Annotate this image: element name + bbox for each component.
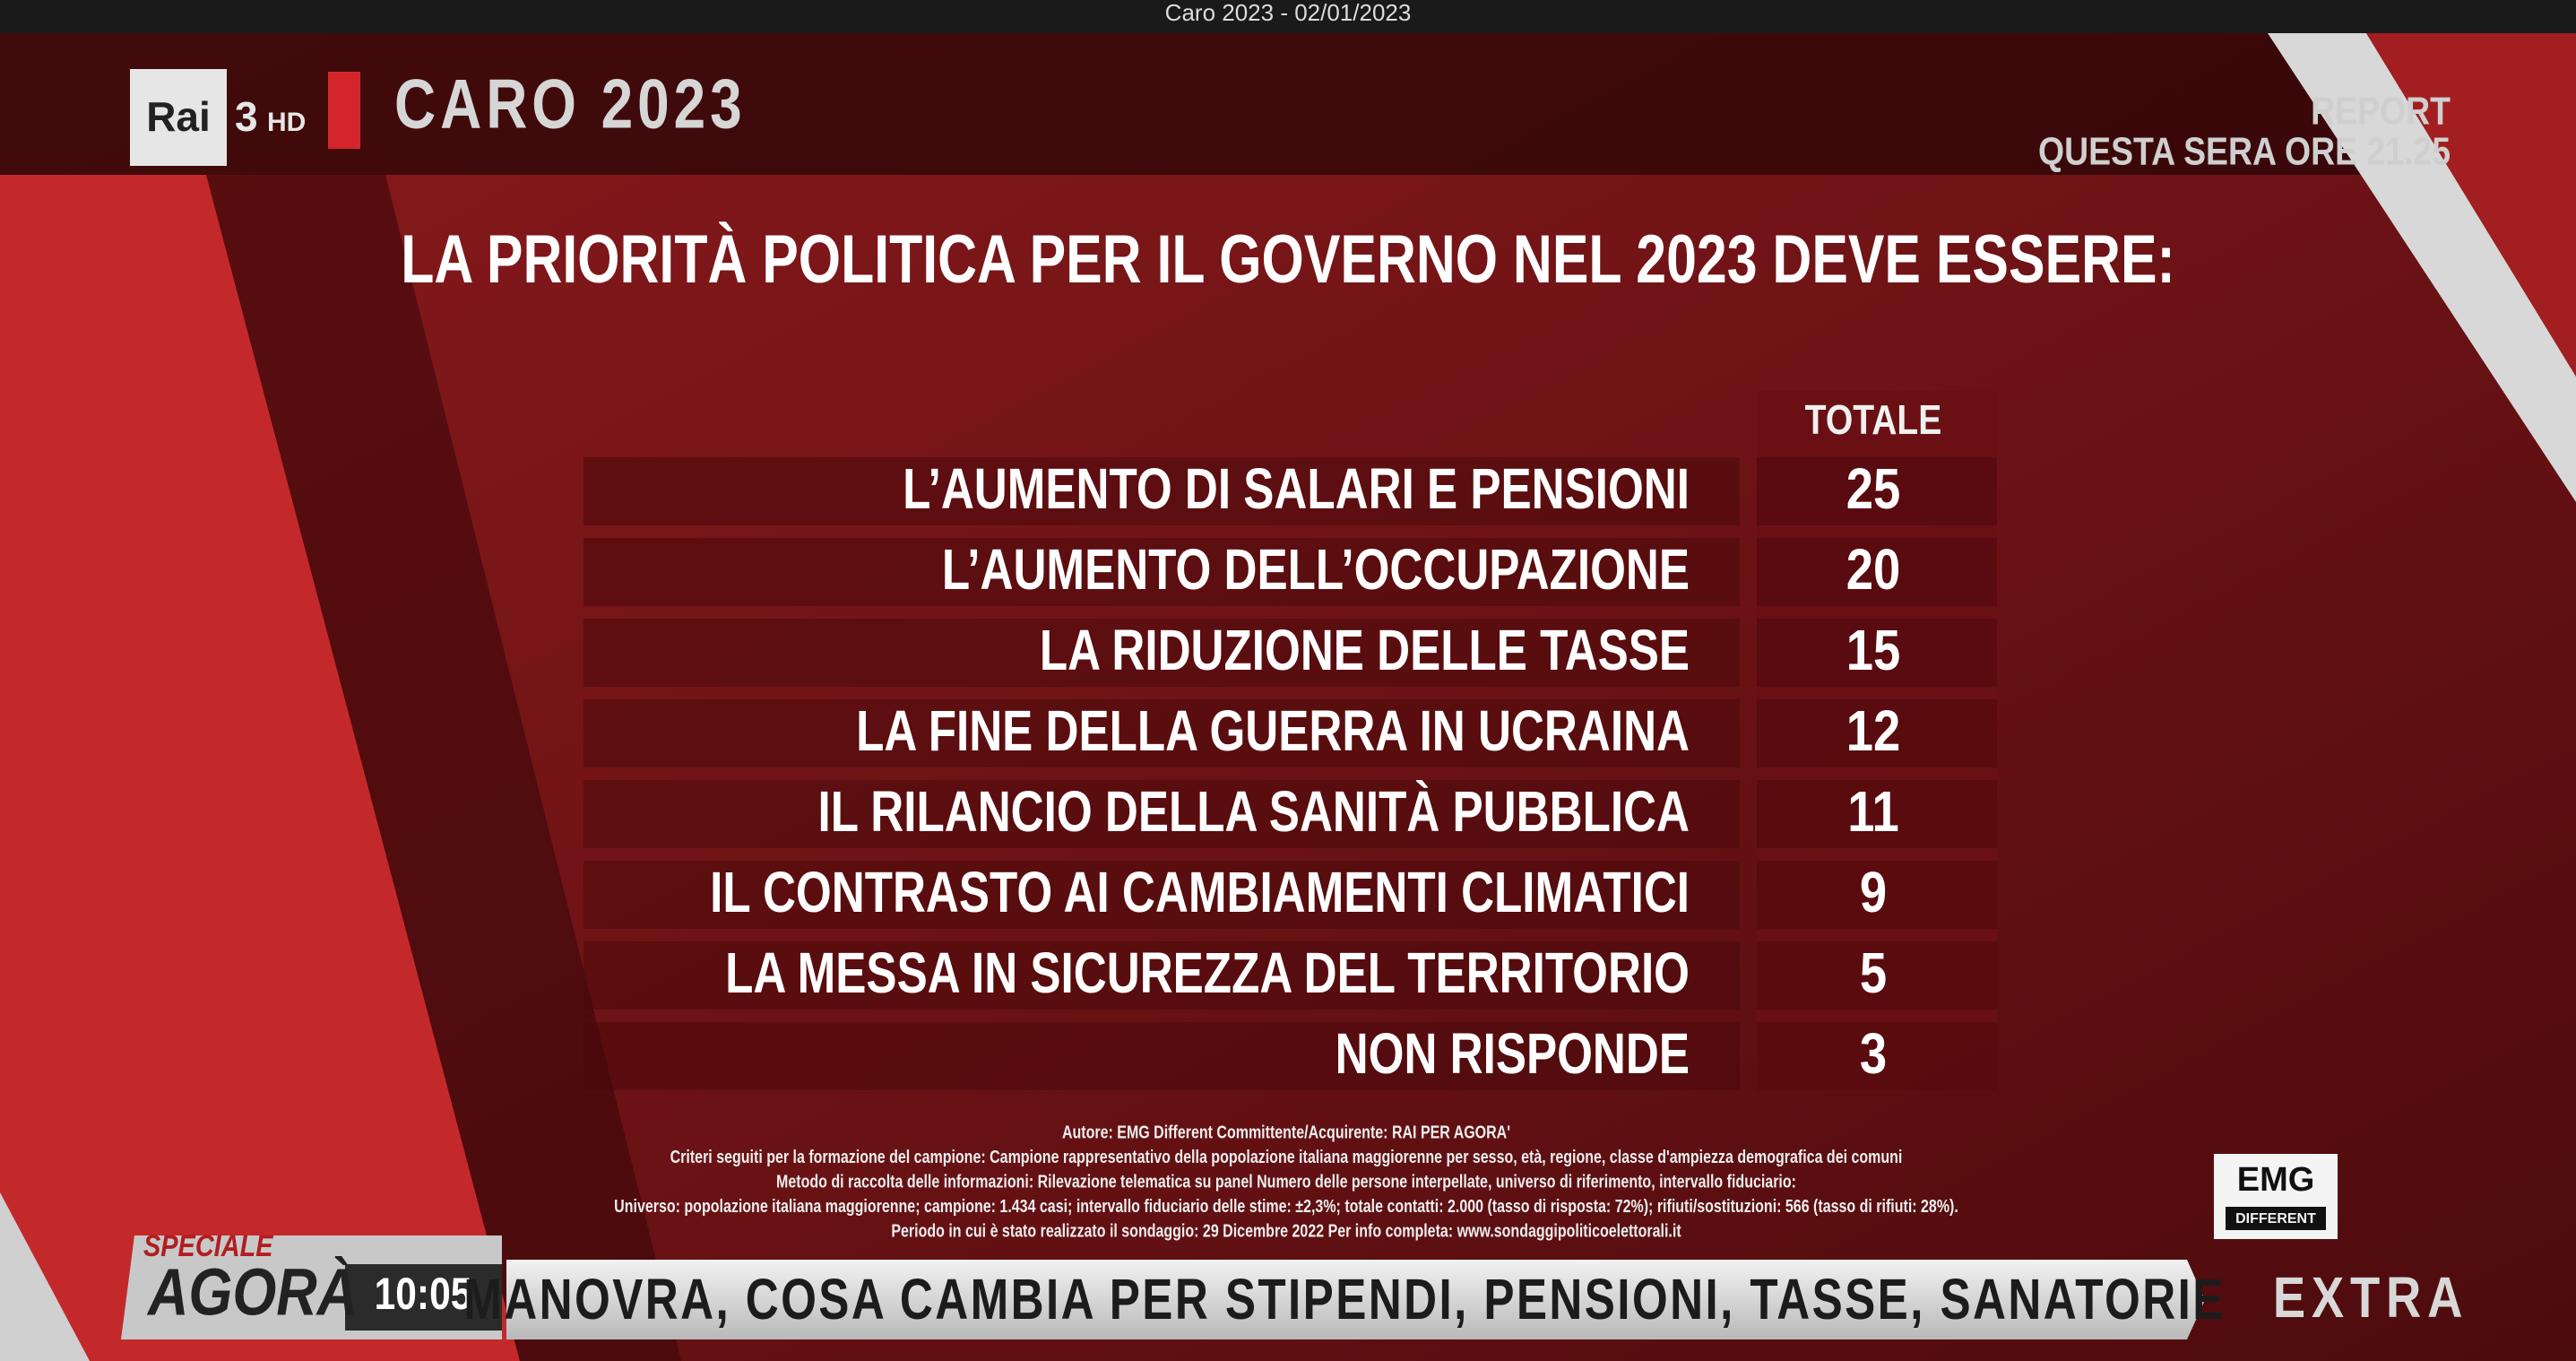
top-band bbox=[0, 33, 2576, 175]
row-value: 9 bbox=[1860, 860, 1887, 924]
row-label: NON RISPONDE bbox=[1336, 1023, 1690, 1087]
row-value-bg bbox=[1757, 457, 1997, 525]
right-corner bbox=[2366, 33, 2576, 377]
row-label: LA FINE DELLA GUERRA IN UCRAINA bbox=[856, 700, 1690, 764]
emg-logo-bottom: DIFFERENT bbox=[2235, 1211, 2316, 1227]
row-label-bg bbox=[583, 941, 1740, 1010]
column-header: TOTALE bbox=[1805, 397, 1942, 444]
row-value-bg bbox=[1757, 699, 1997, 767]
row-value-bg bbox=[1757, 861, 1997, 929]
rai-logo-box bbox=[130, 69, 227, 166]
row-label: LA MESSA IN SICUREZZA DEL TERRITORIO bbox=[725, 942, 1690, 1006]
row-value: 5 bbox=[1860, 941, 1887, 1005]
row-label-bg bbox=[583, 619, 1740, 687]
ticker-headline-bg bbox=[506, 1260, 2205, 1339]
row-label-bg bbox=[583, 457, 1740, 525]
promo-line1: REPORT bbox=[2311, 89, 2451, 134]
logo-bar bbox=[328, 72, 360, 149]
footnote-line: Criteri seguiti per la formazione del ca… bbox=[670, 1147, 1903, 1166]
emg-logo-top: EMG bbox=[2237, 1161, 2315, 1199]
row-value: 11 bbox=[1847, 779, 1899, 844]
footnote-line: Universo: popolazione italiana maggioren… bbox=[614, 1196, 1958, 1216]
row-value-bg bbox=[1757, 780, 1997, 848]
window-bar bbox=[0, 0, 2576, 33]
emg-logo-strip bbox=[2226, 1207, 2326, 1230]
bottom-left-stripe bbox=[0, 1192, 90, 1361]
row-value-bg bbox=[1757, 1022, 1997, 1090]
ticker-show-top: SPECIALE bbox=[143, 1228, 273, 1263]
left-stripe bbox=[0, 175, 520, 1361]
row-label-bg bbox=[583, 538, 1740, 606]
right-stripe bbox=[2268, 33, 2576, 502]
row-label-bg bbox=[583, 780, 1740, 848]
logo-channel: 3 bbox=[235, 93, 258, 140]
row-value: 3 bbox=[1860, 1021, 1887, 1086]
row-label-bg bbox=[583, 699, 1740, 767]
left-shadow bbox=[206, 175, 681, 1361]
row-label-bg bbox=[583, 861, 1740, 929]
footnote-line: Metodo di raccolta delle informazioni: R… bbox=[776, 1172, 1796, 1192]
row-label: IL RILANCIO DELLA SANITÀ PUBBLICA bbox=[817, 781, 1690, 845]
logo-rai: Rai bbox=[146, 93, 211, 140]
row-label-bg bbox=[583, 1022, 1740, 1090]
row-value-bg bbox=[1757, 619, 1997, 687]
row-value: 12 bbox=[1846, 698, 1900, 763]
row-label: L’AUMENTO DELL’OCCUPAZIONE bbox=[942, 539, 1690, 602]
footnote-line: Autore: EMG Different Committente/Acquir… bbox=[1062, 1123, 1510, 1142]
row-label: L’AUMENTO DI SALARI E PENSIONI bbox=[903, 458, 1690, 522]
row-value: 25 bbox=[1846, 456, 1900, 521]
footnote-line: Periodo in cui è stato realizzato il son… bbox=[891, 1221, 1681, 1241]
program-title: CARO 2023 bbox=[394, 65, 747, 143]
ticker-time-bg bbox=[345, 1264, 502, 1331]
table-title: LA PRIORITÀ POLITICA PER IL GOVERNO NEL … bbox=[401, 221, 2175, 298]
ticker-tag: EXTRA bbox=[2273, 1265, 2468, 1330]
row-value-bg bbox=[1757, 941, 1997, 1010]
ticker-show-name: AGORÀ bbox=[146, 1255, 358, 1330]
promo-line2: QUESTA SERA ORE 21.25 bbox=[2038, 129, 2451, 174]
row-value-bg bbox=[1757, 538, 1997, 606]
row-label: LA RIDUZIONE DELLE TASSE bbox=[1040, 620, 1690, 683]
ticker-time: 10:05 bbox=[375, 1269, 472, 1319]
logo-hd: HD bbox=[267, 108, 306, 137]
row-value: 15 bbox=[1846, 618, 1900, 682]
window-title: Caro 2023 - 02/01/2023 bbox=[1165, 0, 1412, 26]
row-label: IL CONTRASTO AI CAMBIAMENTI CLIMATICI bbox=[710, 862, 1690, 925]
ticker-headline: MANOVRA, COSA CAMBIA PER STIPENDI, PENSI… bbox=[463, 1269, 2226, 1332]
row-value: 20 bbox=[1846, 537, 1900, 602]
